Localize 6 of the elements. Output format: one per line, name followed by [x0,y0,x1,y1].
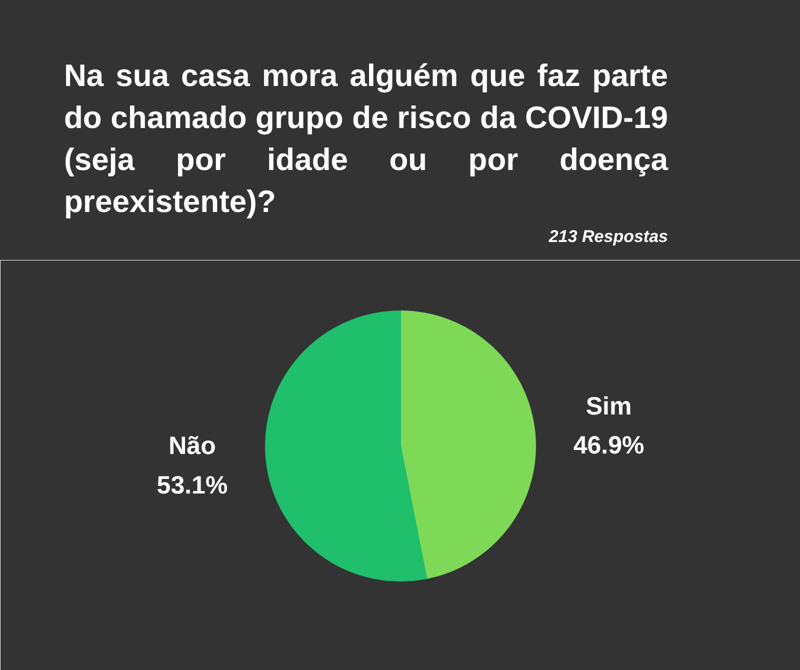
data-label: 46.9% [573,432,644,460]
data-label: 53.1% [156,471,228,500]
slice-label: Não [168,432,216,460]
chart-title: Na sua casa mora alguém que faz parte do chamado grupo de risco da COVID-19 (seja por idade ou por doença preexistente)? [64,57,668,221]
chart-subtitle: 213 Respostas [548,226,668,248]
slice-label: Sim [586,392,632,421]
